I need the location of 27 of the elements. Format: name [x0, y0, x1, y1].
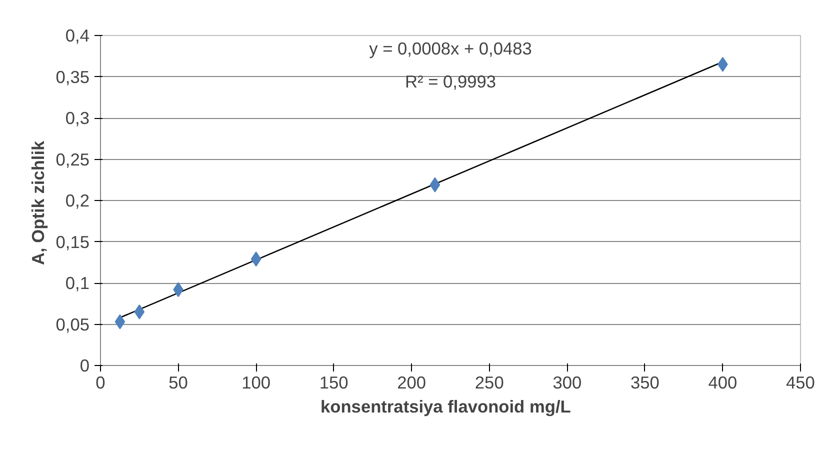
y-tick-label: 0,2 [65, 190, 90, 210]
point [250, 252, 262, 267]
annotation: y = 0,0008x + 0,0483 [369, 38, 532, 59]
y-tick-label: 0,35 [56, 66, 90, 87]
y-tick-label: 0,4 [65, 26, 90, 46]
y-tick-label: 0,25 [56, 149, 90, 170]
x-tick-label: 100 [242, 372, 271, 392]
x-tick-label: 200 [397, 372, 426, 392]
x-tick-label: 250 [474, 372, 504, 392]
x-tick-label: 50 [168, 372, 188, 392]
x-axis-title: konsentratsiya flavonoid mg/L [320, 396, 572, 416]
x-tick-label: 300 [552, 372, 582, 392]
y-tick-label: 0 [80, 356, 90, 376]
annotation: R² = 0,9993 [404, 72, 496, 92]
y-tick-label: 0,15 [56, 232, 90, 252]
y-tick-label: 0,1 [65, 273, 90, 293]
point [134, 304, 145, 320]
point [114, 314, 126, 330]
y-axis-title: A, Optik zichlik [28, 140, 48, 266]
x-tick-label: 150 [319, 372, 348, 392]
x-tick-label: 400 [708, 372, 738, 392]
point [430, 177, 440, 192]
y-tick-label: 0,3 [65, 108, 90, 128]
y-tick-label: 0,05 [56, 314, 90, 334]
x-tick-label: 350 [630, 372, 660, 392]
x-tick-label: 0 [96, 372, 106, 392]
x-tick-label: 450 [786, 372, 815, 392]
